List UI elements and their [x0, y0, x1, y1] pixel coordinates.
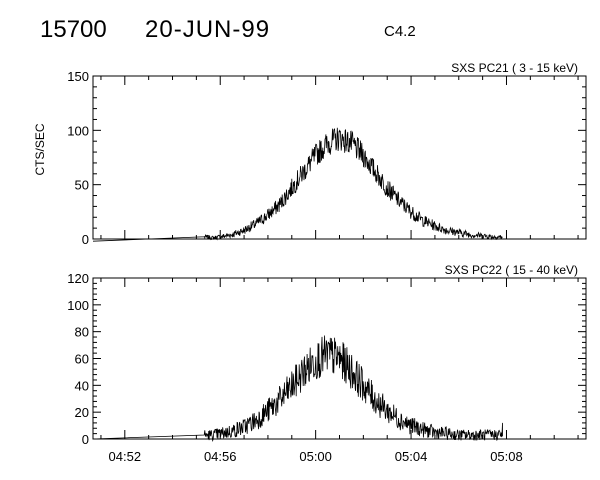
y-tick-label: 50 — [75, 178, 89, 193]
axes-pc21: 0 50 100 150 — [67, 69, 586, 247]
y-axis-label: CTS/SEC — [33, 123, 47, 175]
panel-title-pc22: SXS PC22 ( 15 - 40 keV) — [445, 263, 578, 277]
x-tick-label: 04:52 — [109, 449, 142, 464]
y-tick-label: 40 — [75, 378, 89, 393]
event-id: 15700 — [40, 16, 107, 43]
panel-pc21: SXS PC21 ( 3 - 15 keV) CTS/SEC 0 50 100 150 — [33, 61, 587, 247]
y-tick-label: 60 — [75, 352, 89, 367]
panel-pc22: SXS PC22 ( 15 - 40 keV) 0204060801001200… — [67, 263, 587, 464]
y-tick-label: 20 — [75, 405, 89, 420]
y-tick-label: 150 — [67, 69, 89, 84]
flare-class: C4.2 — [384, 23, 416, 40]
axes-pc22: 0 20 40 60 80 100 120 04:52 04:56 05:00 05:04 05:08 — [67, 271, 586, 464]
x-tick-label: 05:04 — [395, 449, 428, 464]
y-tick-label: 0 — [82, 432, 89, 447]
lightcurve-pc21 — [92, 127, 503, 242]
y-tick-label: 120 — [67, 271, 89, 286]
x-tick-label: 05:00 — [299, 449, 332, 464]
x-tick-label: 04:56 — [204, 449, 237, 464]
y-tick-label: 100 — [67, 123, 89, 138]
plot-frame-pc21 — [92, 75, 587, 240]
x-tick-label: 05:08 — [490, 449, 523, 464]
y-tick-label: 80 — [75, 325, 89, 340]
y-tick-label: 0 — [82, 232, 89, 247]
lightcurve-pc22 — [92, 335, 503, 443]
panel-title-pc21: SXS PC21 ( 3 - 15 keV) — [451, 61, 578, 75]
y-tick-label: 100 — [67, 298, 89, 313]
event-date: 20-JUN-99 — [145, 16, 271, 43]
